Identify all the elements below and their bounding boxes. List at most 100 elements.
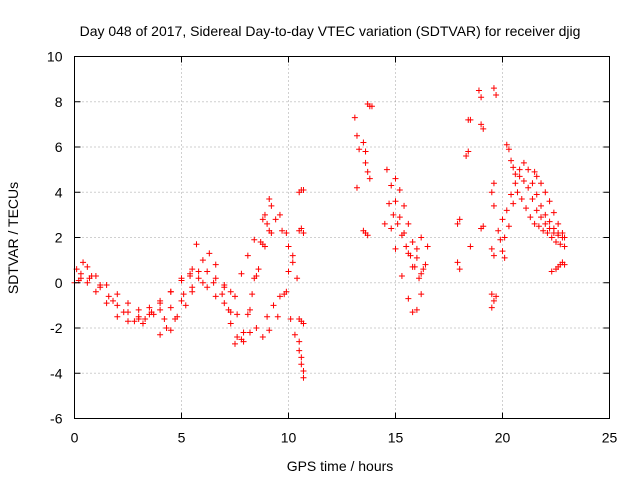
x-tick-labels: 0 5 10 15 20 25 [71,430,618,446]
data-point-marker [525,166,532,173]
data-point-marker [505,146,512,153]
data-point-marker [413,245,420,252]
data-point-marker [422,261,429,268]
data-point-marker [212,293,219,300]
data-point-marker [163,325,170,331]
data-point-marker [270,302,277,309]
data-point-marker [84,279,91,286]
data-point-marker [499,248,506,255]
data-point-marker [501,234,508,241]
data-point-marker [300,367,307,374]
data-point-marker [287,315,294,322]
data-point-marker [135,306,142,313]
data-point-marker [480,125,487,132]
data-point-marker [493,293,500,300]
data-point-marker [388,182,395,189]
data-point-marker [505,223,512,230]
data-point-marker [264,220,271,227]
data-point-marker [516,166,523,173]
data-point-marker [285,243,292,250]
data-point-marker [296,338,303,345]
data-point-marker [114,291,121,298]
data-point-marker [283,229,290,236]
data-point-marker [454,220,461,227]
data-point-marker [253,325,260,331]
data-point-marker [529,196,536,203]
y-tick-labels: -6 -4 -2 0 2 4 6 8 10 [47,49,63,427]
data-point-marker [195,275,202,282]
data-point-marker [178,277,185,284]
data-point-marker [251,236,258,243]
data-point-marker [125,318,131,325]
data-point-marker [232,293,238,300]
data-point-marker [392,175,399,182]
data-point-marker [232,340,238,347]
data-point-marker [416,275,423,282]
data-point-marker [392,198,399,205]
data-point-marker [266,327,273,334]
data-point-marker [407,252,414,259]
data-point-marker [409,239,416,246]
data-point-marker [195,268,202,275]
data-point-marker [490,297,497,304]
data-point-marker [490,202,497,209]
data-point-marker [257,239,264,246]
data-point-marker [542,220,549,227]
data-point-marker [478,121,485,128]
data-point-marker [488,304,495,311]
data-point-marker [298,361,305,368]
data-point-marker [454,259,461,266]
data-point-marker [488,291,495,298]
data-point-marker [244,252,251,259]
data-point-marker [157,306,164,313]
data-point-marker [538,180,545,187]
data-point-marker [390,211,397,218]
data-point-marker [405,220,412,227]
data-point-marker [508,191,515,198]
data-point-marker [238,270,245,277]
data-point-marker [272,216,279,223]
data-point-marker [548,234,555,241]
data-point-marker [206,250,213,257]
y-tick-label: -2 [50,320,63,336]
data-point-marker [493,91,500,98]
data-point-marker [244,311,251,318]
y-axis-label: SDTVAR / TECUs [5,182,21,294]
data-point-marker [542,189,549,196]
data-point-marker [559,229,566,236]
data-point-marker [456,216,463,223]
data-point-marker [234,334,241,341]
data-point-marker [512,171,519,178]
data-point-marker [266,227,273,234]
data-point-marker [120,309,127,316]
data-point-marker [478,94,485,101]
data-point-marker [409,309,416,316]
data-point-marker [360,139,367,146]
data-point-marker [463,153,470,160]
data-point-marker [266,196,273,203]
data-point-marker [298,225,305,232]
data-point-marker [544,229,551,236]
data-point-marker [396,214,403,221]
data-point-marker [187,272,194,279]
data-point-marker [221,282,228,289]
data-point-marker [182,302,189,309]
y-tick-label: 0 [55,275,63,291]
data-point-marker [353,132,360,139]
data-point-marker [178,297,185,304]
data-point-marker [161,315,168,322]
data-point-marker [234,311,241,318]
data-point-marker [550,209,557,216]
data-point-marker [418,291,425,298]
y-tick-label: -6 [50,411,63,427]
data-point-marker [80,259,87,266]
data-point-marker [394,220,401,227]
data-point-marker [212,275,219,282]
data-point-marker [518,196,525,203]
data-point-marker [542,211,549,218]
data-point-marker [289,252,296,259]
data-point-marker [368,103,375,110]
y-tick-label: 8 [55,94,63,110]
data-point-marker [264,313,271,320]
